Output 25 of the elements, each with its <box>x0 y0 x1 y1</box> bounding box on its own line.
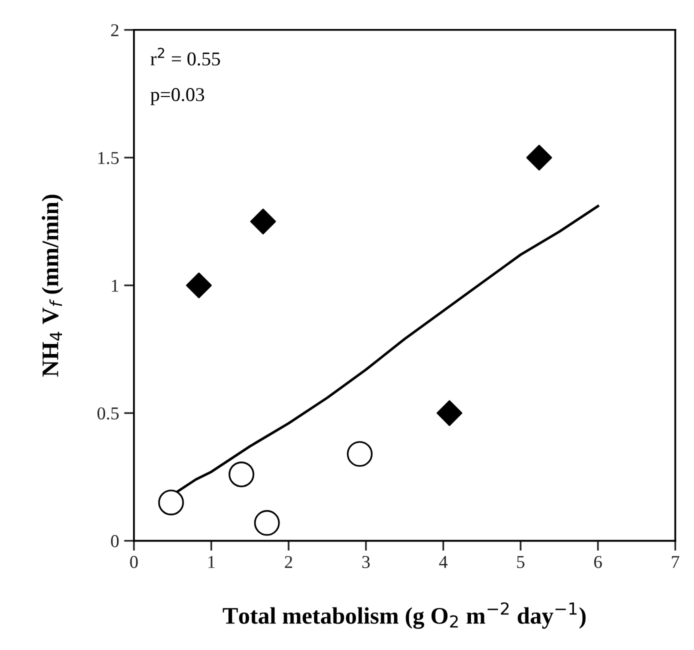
x-axis-title: Total metabolism (g O$_{2}$ m$^{−2}$ day$^{−1}$) <box>222 602 586 629</box>
point <box>228 462 254 488</box>
y-tick-label: 1 <box>112 280 118 292</box>
point <box>158 490 184 516</box>
x-tick-label: 3 <box>362 556 370 568</box>
y-tick-label: 2 <box>111 24 118 36</box>
x-tick-label: 6 <box>594 556 602 568</box>
point <box>254 510 280 536</box>
annotation: r$^{2}$ = 0.55 <box>150 48 220 66</box>
x-tick-label: 4 <box>439 556 448 568</box>
point <box>346 441 373 467</box>
x-tick-label: 2 <box>284 556 292 568</box>
y-tick-label: 1.5 <box>98 152 119 164</box>
y-tick-label: 0.5 <box>97 407 119 420</box>
x-tick-label: 0 <box>130 556 138 568</box>
x-tick-label: 5 <box>517 556 524 568</box>
point <box>250 208 276 234</box>
x-tick-label: 7 <box>672 556 680 568</box>
point <box>526 144 552 170</box>
point <box>186 272 212 298</box>
y-tick-label: 0 <box>111 535 119 548</box>
point <box>436 400 462 426</box>
x-tick-label: 1 <box>208 556 215 568</box>
annotation: p=0.03 <box>150 88 204 106</box>
y-axis-title: NH$_{4}$ V$_{f}$ (mm/min) <box>42 194 64 377</box>
